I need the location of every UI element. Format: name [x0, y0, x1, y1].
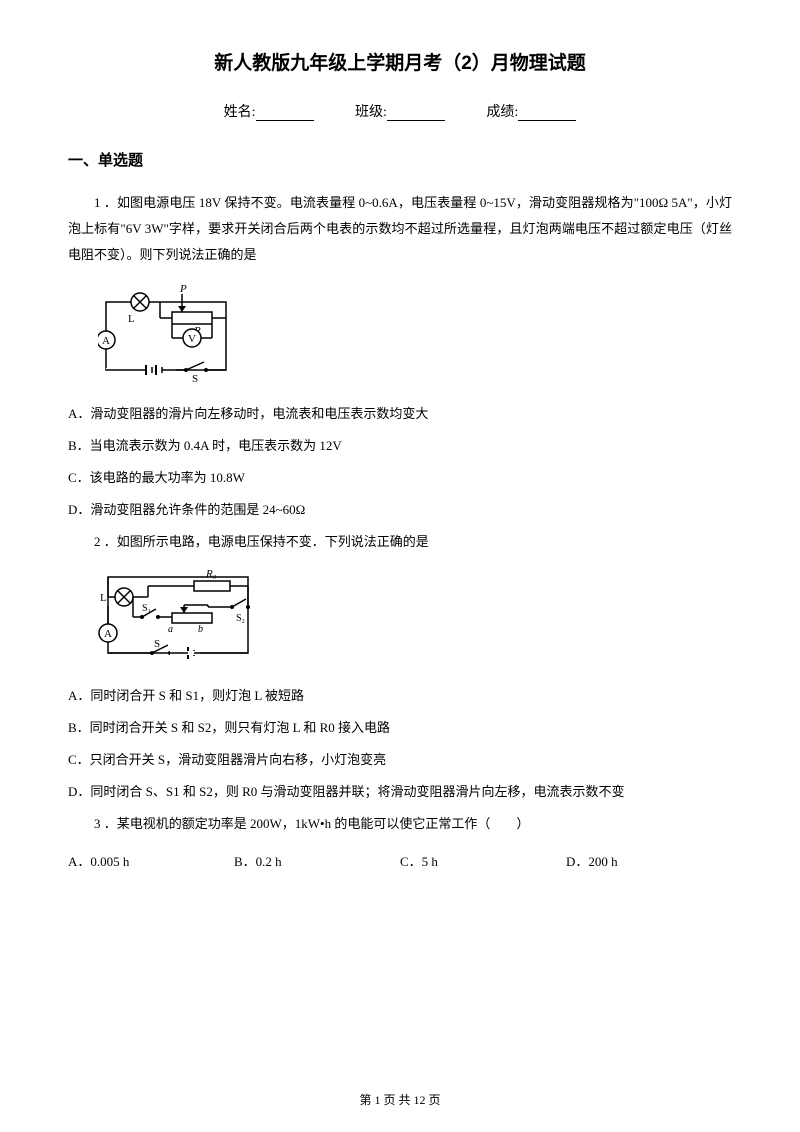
q2-option-b: B．同时闭合开关 S 和 S2，则只有灯泡 L 和 R0 接入电路 [68, 715, 732, 741]
svg-text:A: A [104, 628, 112, 640]
student-info-line: 姓名: 班级: 成绩: [68, 101, 732, 121]
q3-option-d: D．200 h [566, 849, 732, 875]
q2-option-a: A．同时闭合开 S 和 S1，则灯泡 L 被短路 [68, 683, 732, 709]
q2-circuit-diagram: L R₀ S₂ S₁ a b A [98, 567, 732, 667]
class-blank [387, 107, 445, 121]
svg-text:a: a [168, 624, 173, 635]
svg-text:A: A [102, 335, 110, 347]
section-title: 一、单选题 [68, 149, 732, 170]
svg-text:L: L [128, 313, 135, 325]
q1-option-c: C．该电路的最大功率为 10.8W [68, 465, 732, 491]
svg-text:R₀: R₀ [205, 568, 217, 580]
svg-text:S: S [192, 373, 198, 385]
svg-text:V: V [188, 333, 196, 345]
q1-option-a: A．滑动变阻器的滑片向左移动时，电流表和电压表示数均变大 [68, 401, 732, 427]
q2-option-c: C．只闭合开关 S，滑动变阻器滑片向右移，小灯泡变亮 [68, 747, 732, 773]
score-blank [518, 107, 576, 121]
q1-option-b: B．当电流表示数为 0.4A 时，电压表示数为 12V [68, 433, 732, 459]
q3-options: A．0.005 h B．0.2 h C．5 h D．200 h [68, 849, 732, 875]
svg-text:L: L [100, 592, 107, 604]
svg-text:P: P [179, 283, 187, 295]
svg-text:S₂: S₂ [236, 613, 245, 624]
svg-text:b: b [198, 624, 203, 635]
q2-option-d: D．同时闭合 S、S1 和 S2，则 R0 与滑动变阻器并联；将滑动变阻器滑片向… [68, 779, 732, 805]
q3-option-c: C．5 h [400, 849, 566, 875]
score-label: 成绩: [486, 101, 518, 121]
q1-circuit-diagram: L A P R V S [98, 280, 732, 385]
q3-option-a: A．0.005 h [68, 849, 234, 875]
q1-text: 1 ．如图电源电压 18V 保持不变。电流表量程 0~0.6A，电压表量程 0~… [68, 190, 732, 268]
class-label: 班级: [355, 101, 387, 121]
svg-text:S: S [154, 638, 160, 650]
q1-option-d: D．滑动变阻器允许条件的范围是 24~60Ω [68, 497, 732, 523]
svg-text:S₁: S₁ [142, 603, 151, 614]
q3-option-b: B．0.2 h [234, 849, 400, 875]
q2-text: 2 ．如图所示电路，电源电压保持不变．下列说法正确的是 [68, 529, 732, 555]
name-blank [256, 107, 314, 121]
q3-text: 3 ．某电视机的额定功率是 200W，1kW•h 的电能可以使它正常工作（ ） [68, 811, 732, 837]
page-footer: 第 1 页 共 12 页 [0, 1091, 800, 1108]
page-title: 新人教版九年级上学期月考（2）月物理试题 [68, 48, 732, 75]
name-label: 姓名: [224, 101, 256, 121]
